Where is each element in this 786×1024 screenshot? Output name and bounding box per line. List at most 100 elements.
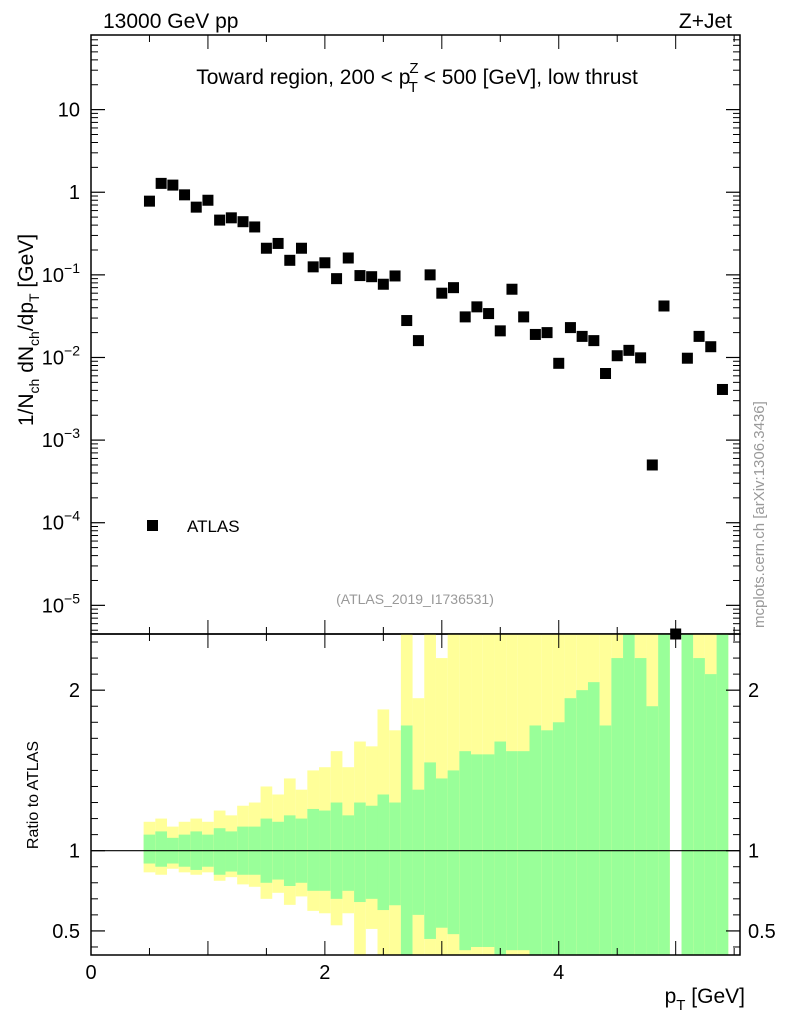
main-plot-frame [90, 34, 741, 635]
ylabel-part-1: ch [26, 379, 42, 394]
data-point [541, 327, 553, 339]
title-sub: T [409, 79, 418, 96]
data-point [623, 344, 635, 356]
ylabel-part-4: /dp [15, 302, 38, 331]
ratio-y-tick-label-right: 1 [748, 841, 759, 863]
ratio-band-stat [365, 805, 378, 899]
data-point [705, 341, 717, 353]
data-point [471, 301, 483, 313]
data-point [412, 335, 424, 347]
xlabel-main: p [665, 985, 677, 1008]
main-y-tick-label: 10−1 [42, 260, 80, 287]
ratio-band-stat [494, 741, 507, 955]
ratio-band-stat [143, 834, 156, 864]
data-point [494, 325, 506, 337]
xlabel-sub: T [676, 997, 685, 1014]
data-point [342, 252, 354, 264]
header-left: 13000 GeV pp [103, 10, 238, 33]
x-ticks: 0 2 4 [85, 35, 735, 984]
tick-mantissa: 10 [42, 513, 64, 535]
data-point [284, 254, 296, 266]
main-y-label: 1/Nch dNch/dpT [GeV] [15, 234, 42, 426]
ratio-band-stat [225, 831, 238, 872]
data-point [354, 270, 366, 282]
data-point [681, 352, 693, 364]
ratio-y-tick-label-left: 2 [69, 680, 80, 702]
data-point [331, 273, 343, 285]
data-point [401, 315, 413, 327]
main-y-tick-label: 10−2 [42, 342, 80, 369]
tick-exponent: −4 [64, 508, 80, 524]
ratio-y-tick-label-left: 1 [69, 841, 80, 863]
ratio-band-stat [634, 658, 647, 955]
ratio-band-stat [389, 802, 401, 906]
ratio-y-label: Ratio to ATLAS [25, 741, 42, 849]
data-point [518, 311, 530, 323]
ratio-band-stat [587, 682, 600, 955]
ylabel-part-6: [GeV] [15, 234, 38, 294]
data-point [588, 335, 600, 347]
ylabel-part-0: 1/N [15, 393, 38, 426]
data-point [179, 189, 191, 201]
data-point [389, 270, 401, 282]
data-point [716, 383, 728, 395]
data-point [295, 242, 307, 254]
ratio-band-stat [681, 634, 694, 955]
x-tick-label: 4 [553, 962, 564, 984]
data-point [506, 283, 518, 295]
data-point [202, 194, 214, 206]
legend-label: ATLAS [187, 517, 240, 536]
plot-title: Toward region, 200 < pZ T < 500 [GeV], lo… [196, 60, 638, 96]
data-point [260, 242, 272, 254]
tick-mantissa: 10 [42, 430, 64, 452]
ratio-band-stat [716, 634, 729, 955]
ratio-band-stat [400, 725, 413, 955]
ratio-band-stat [564, 698, 577, 955]
ratio-y-ticks: 0.5 0.5 1 1 2 2 [52, 641, 776, 948]
tick-mantissa: 10 [42, 595, 64, 617]
ratio-band-stat [576, 690, 588, 955]
data-point [424, 269, 436, 281]
title-sup: Z [409, 60, 418, 77]
data-point [646, 459, 658, 471]
ratio-band-stat [541, 730, 553, 955]
x-tick-label: 0 [85, 962, 96, 984]
data-point [529, 328, 541, 340]
ratio-band-stat [704, 674, 717, 955]
tick-exponent: −2 [64, 342, 80, 358]
data-point [600, 367, 612, 379]
data-point [635, 352, 647, 364]
ratio-band-stat [307, 808, 320, 891]
ratio-band-stat [623, 634, 635, 955]
header-right: Z+Jet [679, 10, 732, 33]
ylabel-part-5: T [26, 293, 42, 302]
data-point [319, 257, 331, 269]
tick-exponent: −5 [64, 590, 80, 606]
ratio-band-stat [447, 770, 460, 935]
data-point [377, 278, 389, 290]
data-point [564, 322, 576, 334]
ratio-band-stat [693, 658, 705, 955]
ratio-band-stat [611, 658, 624, 955]
data-point [366, 271, 378, 283]
analysis-watermark: (ATLAS_2019_I1736531) [336, 591, 494, 607]
ratio-band-stat [658, 634, 670, 955]
data-point [448, 282, 460, 294]
ratio-y-tick-label-left: 0.5 [52, 921, 80, 943]
data-point [143, 195, 155, 207]
tick-mantissa: 10 [58, 100, 80, 122]
ratio-band-stat [155, 831, 168, 867]
ratio-y-tick-label-right: 2 [748, 680, 759, 702]
main-y-tick-label: 10−3 [42, 425, 80, 452]
ratio-band-stat [377, 794, 390, 911]
legend-marker [147, 520, 158, 531]
ratio-band-stat [412, 789, 425, 915]
data-point [483, 308, 495, 320]
data-point [459, 311, 471, 323]
ratio-y-tick-label-right: 0.5 [748, 921, 776, 943]
data-point [611, 350, 623, 362]
data-point [693, 330, 705, 342]
